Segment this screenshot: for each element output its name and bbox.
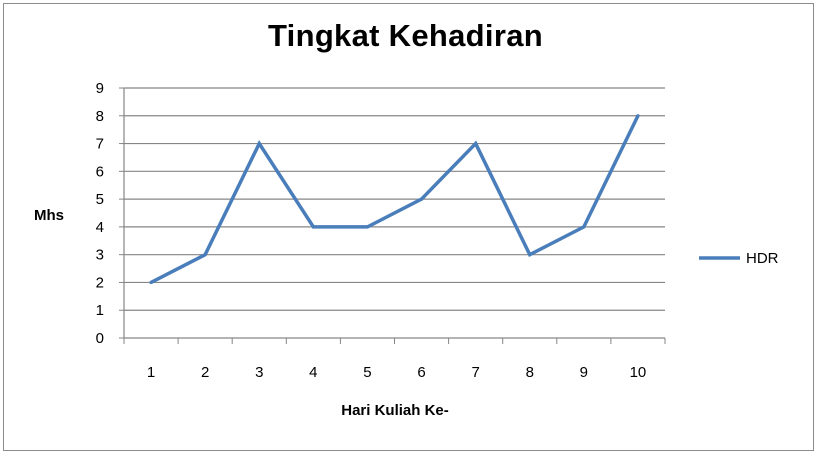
data-point-2	[203, 253, 207, 257]
legend: HDR	[699, 250, 779, 267]
x-tick-label-7: 7	[471, 364, 479, 381]
x-tick-label-10: 10	[630, 364, 647, 381]
y-tick-label-1: 1	[96, 302, 104, 319]
y-tick-label-3: 3	[96, 247, 104, 264]
series-layer	[149, 114, 640, 285]
data-point-1	[149, 280, 153, 285]
legend-label-hdr: HDR	[746, 250, 779, 267]
x-tick-label-2: 2	[201, 364, 209, 381]
axes	[119, 87, 666, 344]
data-point-7	[474, 141, 478, 146]
y-axis-ticks: 0 1 2 3 4 5 6 7 8 9	[96, 80, 104, 347]
y-tick-label-9: 9	[96, 80, 104, 97]
x-axis-ticks: 1 2 3 4 5 6 7 8 9 10	[147, 364, 646, 381]
y-tick-label-2: 2	[96, 274, 104, 291]
y-tick-label-6: 6	[96, 163, 104, 180]
y-tick-label-0: 0	[96, 330, 104, 347]
data-point-5	[365, 225, 370, 229]
data-point-4	[311, 225, 315, 229]
data-point-9	[582, 225, 586, 229]
x-tick-label-9: 9	[580, 364, 588, 381]
y-tick-label-4: 4	[96, 219, 104, 236]
gridlines	[124, 87, 665, 311]
x-tick-label-5: 5	[363, 364, 371, 381]
x-tick-label-3: 3	[255, 364, 263, 381]
y-axis-title: Mhs	[34, 207, 64, 224]
data-point-10	[636, 114, 640, 118]
x-tick-label-4: 4	[309, 364, 317, 381]
x-tick-label-1: 1	[147, 364, 155, 381]
series-line-hdr	[150, 115, 640, 285]
data-point-3	[257, 141, 261, 146]
data-point-8	[528, 253, 532, 257]
x-tick-label-8: 8	[526, 364, 534, 381]
y-tick-label-8: 8	[96, 108, 104, 125]
x-tick-label-6: 6	[417, 364, 425, 381]
y-tick-label-7: 7	[96, 136, 104, 153]
x-axis-title: Hari Kuliah Ke-	[341, 402, 449, 419]
chart-title: Tingkat Kehadiran	[268, 18, 543, 53]
y-tick-label-5: 5	[96, 191, 104, 208]
data-point-6	[419, 197, 424, 201]
